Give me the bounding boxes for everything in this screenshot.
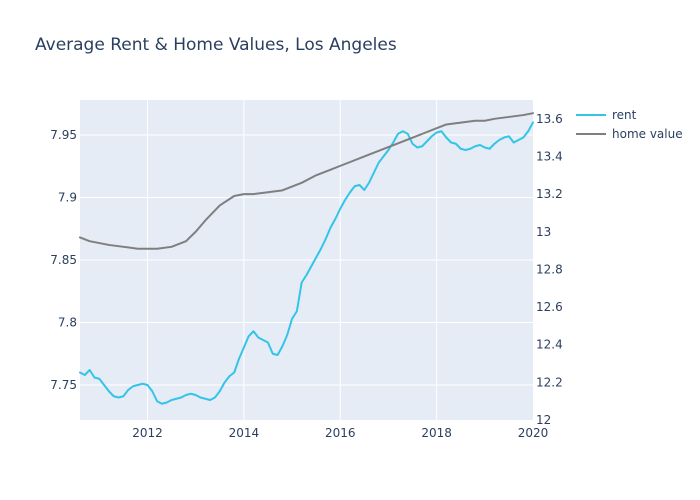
y-left-tick-label: 7.9	[58, 191, 77, 205]
y-right-tick-label: 12.8	[536, 262, 563, 276]
y-right-tick-label: 12	[536, 413, 551, 427]
legend-item-rent[interactable]: rent	[576, 108, 637, 122]
x-axis-ticks: 2012 2014 2016 2018 2020	[132, 426, 548, 440]
x-tick-label: 2014	[229, 426, 260, 440]
chart-title: Average Rent & Home Values, Los Angeles	[35, 35, 397, 55]
series-line-home-value	[79, 112, 534, 250]
y-axis-right-ticks: 12 12.2 12.4 12.6 12.8 13 13.2 13.4 13.6	[536, 112, 563, 427]
y-right-tick-label: 13.4	[536, 149, 563, 163]
series-lines	[79, 112, 534, 405]
legend-item-home-value[interactable]: home value	[576, 127, 683, 141]
y-left-tick-label: 7.8	[58, 316, 77, 330]
y-left-tick-label: 7.75	[50, 378, 77, 392]
legend: rent home value	[576, 108, 683, 141]
legend-label-rent: rent	[612, 108, 637, 122]
y-left-tick-label: 7.95	[50, 128, 77, 142]
x-tick-label: 2020	[518, 426, 549, 440]
series-line-rent	[79, 121, 534, 405]
y-right-tick-label: 13.2	[536, 187, 563, 201]
x-tick-label: 2018	[421, 426, 452, 440]
y-right-tick-label: 12.4	[536, 338, 563, 352]
grid-lines	[80, 100, 533, 420]
legend-label-home-value: home value	[612, 127, 683, 141]
y-left-tick-label: 7.85	[50, 253, 77, 267]
y-right-tick-label: 13.6	[536, 112, 563, 126]
y-axis-left-ticks: 7.75 7.8 7.85 7.9 7.95	[50, 128, 77, 392]
y-right-tick-label: 12.2	[536, 375, 563, 389]
x-tick-label: 2012	[132, 426, 163, 440]
x-tick-label: 2016	[325, 426, 356, 440]
y-right-tick-label: 13	[536, 225, 551, 239]
y-right-tick-label: 12.6	[536, 300, 563, 314]
